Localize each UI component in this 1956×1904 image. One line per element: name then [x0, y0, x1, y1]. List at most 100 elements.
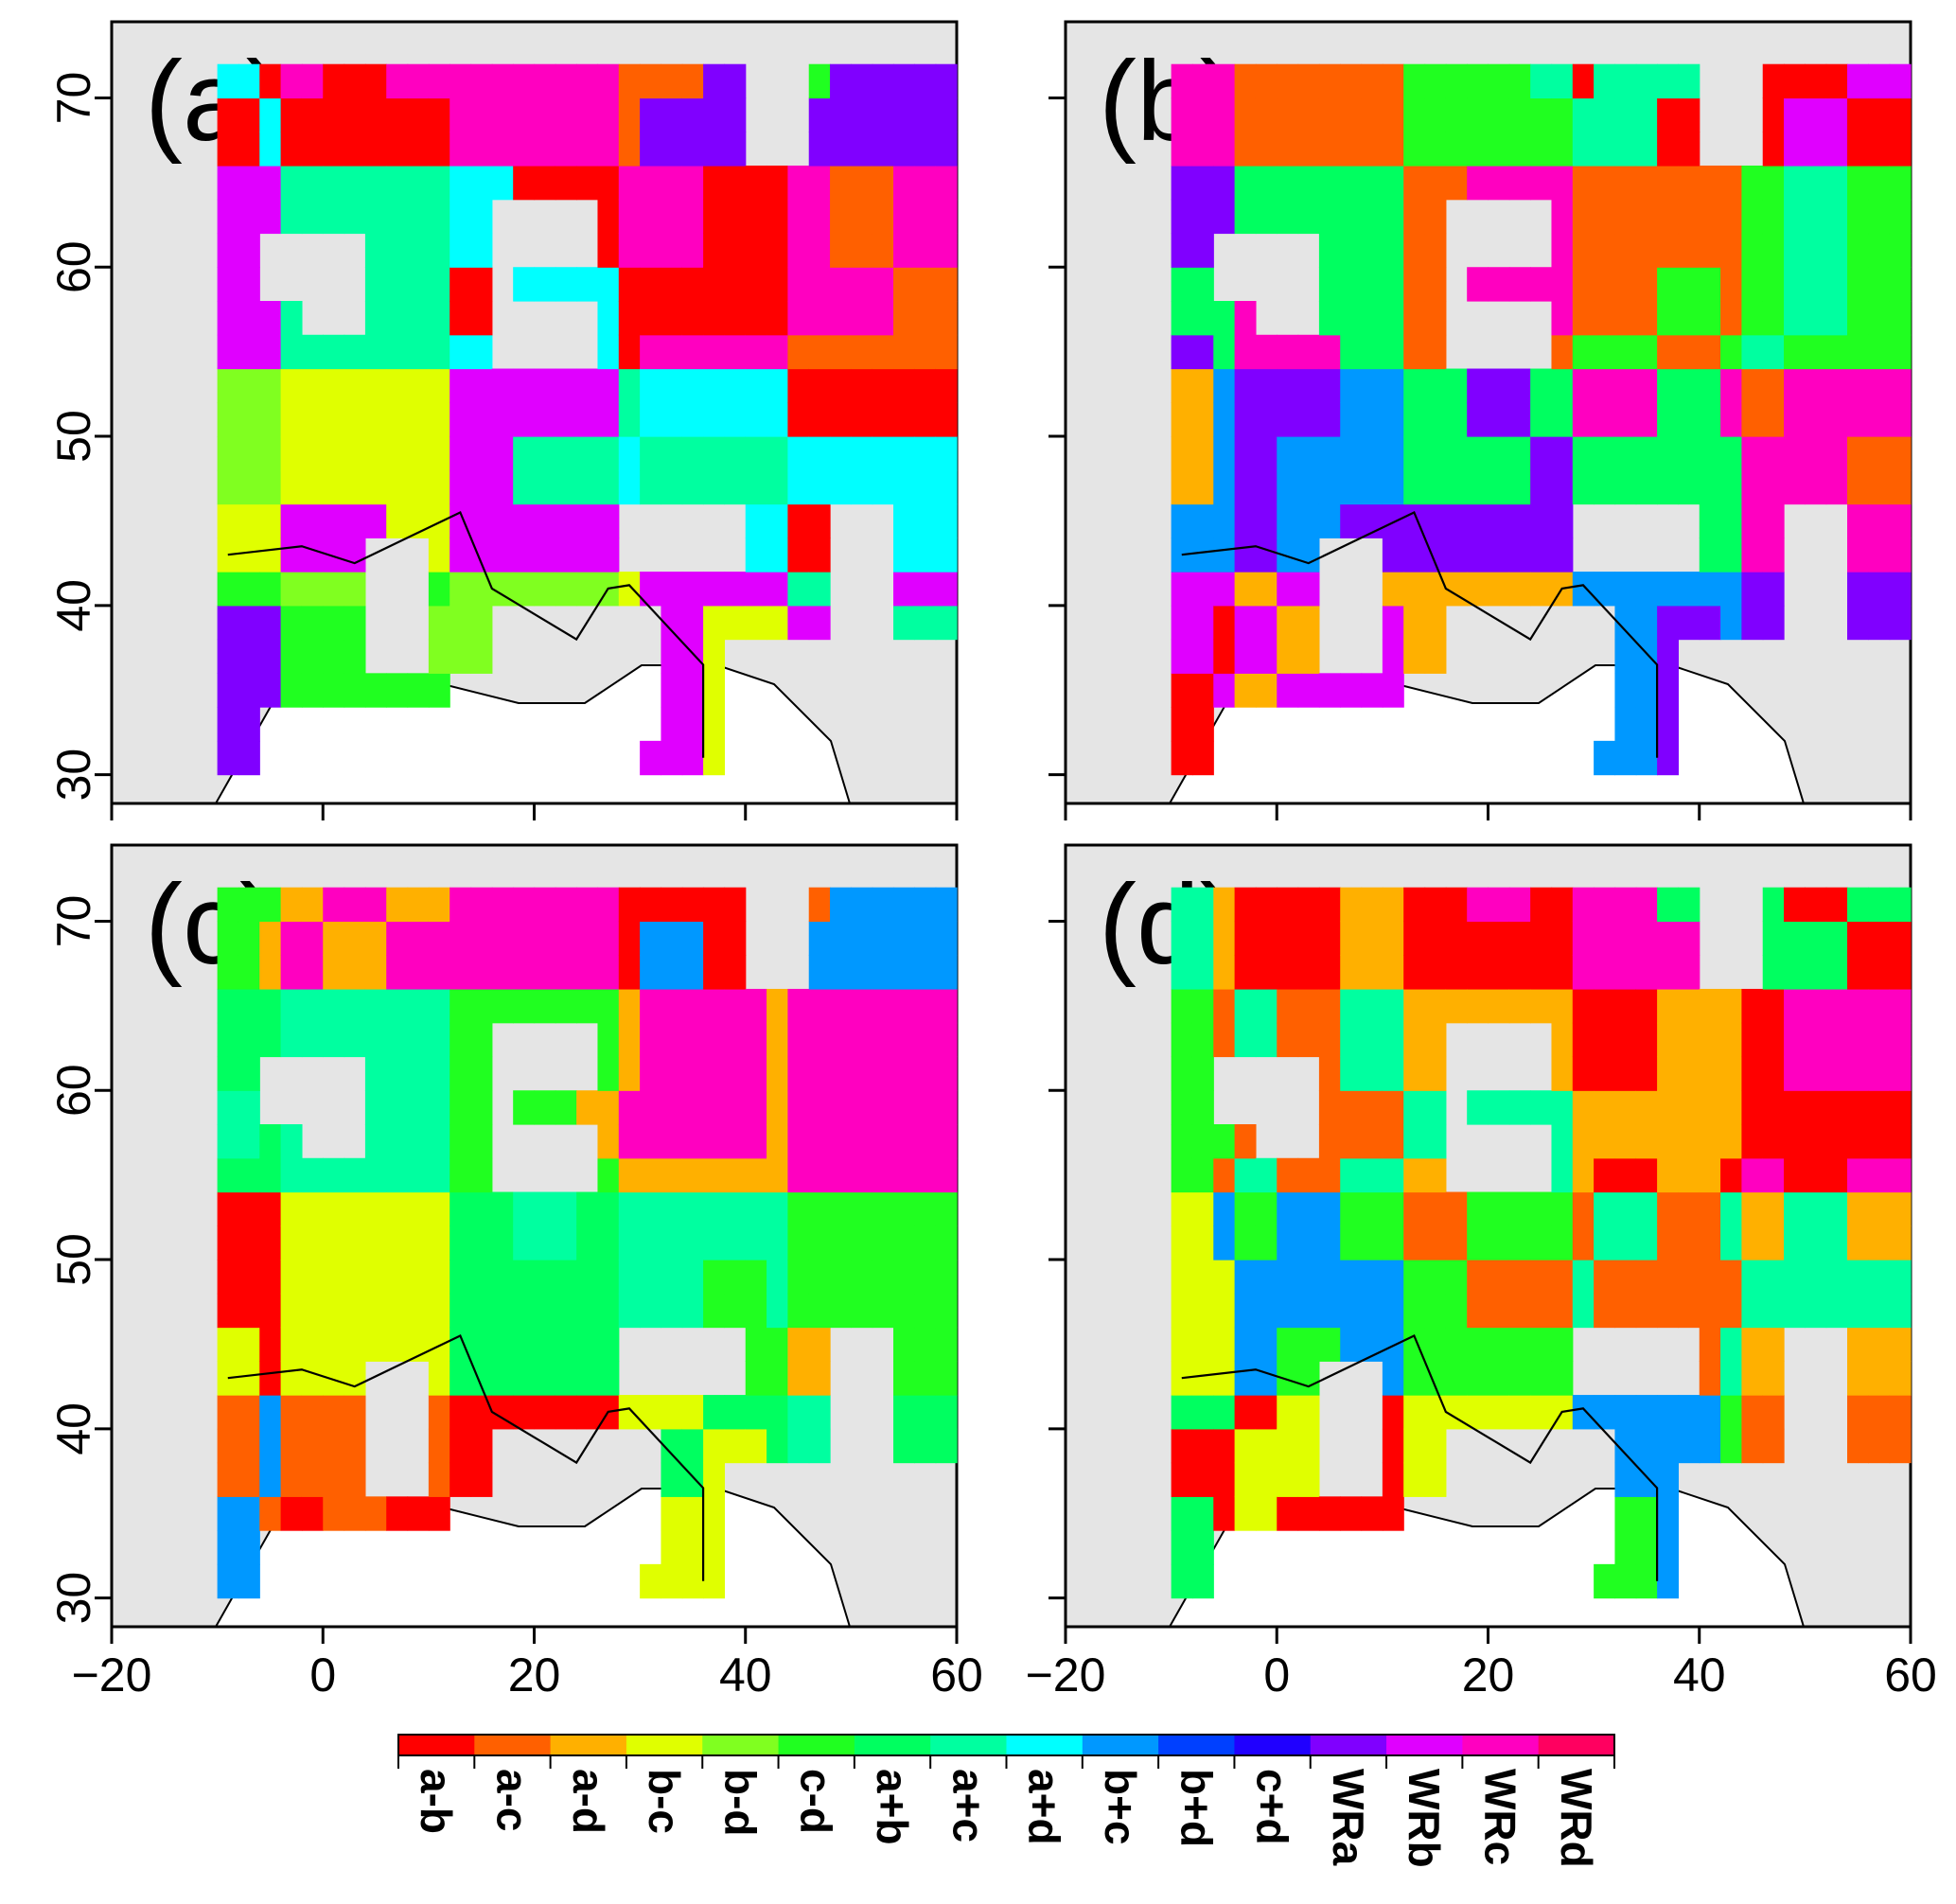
grid-cell	[1213, 1293, 1236, 1329]
grid-cell	[238, 639, 260, 674]
grid-cell	[364, 436, 387, 471]
grid-cell	[1594, 199, 1616, 235]
grid-cell	[1762, 605, 1785, 641]
grid-cell	[1614, 1462, 1637, 1497]
legend-swatch	[474, 1735, 552, 1755]
grid-cell	[513, 402, 536, 437]
grid-cell	[1488, 1395, 1510, 1430]
grid-cell	[597, 132, 620, 167]
grid-cell	[407, 1191, 430, 1226]
legend-label: WRd	[1552, 1769, 1601, 1868]
grid-cell	[1889, 503, 1912, 538]
coastline	[1181, 1333, 1659, 1581]
grid-cell	[1572, 436, 1595, 471]
grid-cell	[238, 469, 260, 505]
grid-cell	[893, 1327, 915, 1362]
grid-cell	[703, 63, 726, 99]
grid-cell	[1277, 572, 1299, 607]
grid-cell	[1741, 1225, 1764, 1261]
grid-cell	[872, 887, 894, 923]
grid-cell	[1297, 887, 1320, 923]
grid-cell	[1234, 921, 1257, 956]
grid-cell	[1508, 538, 1531, 573]
grid-cell	[1255, 165, 1278, 201]
grid-cell	[301, 1293, 324, 1329]
grid-cell	[491, 1260, 514, 1295]
grid-cell	[1762, 1124, 1785, 1159]
grid-cell	[1594, 740, 1616, 776]
grid-layer-c	[217, 887, 958, 1599]
grid-cell	[618, 887, 641, 923]
grid-cell	[238, 740, 260, 776]
grid-cell	[1191, 538, 1214, 573]
grid-cell	[1340, 1327, 1363, 1362]
grid-cell	[1361, 233, 1383, 268]
grid-cell	[491, 63, 514, 99]
grid-cell	[449, 572, 472, 607]
grid-cell	[1614, 469, 1637, 505]
grid-cell	[1340, 1022, 1363, 1058]
grid-cell	[1657, 334, 1680, 370]
grid-cell	[364, 673, 387, 708]
grid-cell	[555, 1225, 577, 1261]
grid-cell	[681, 334, 704, 370]
grid-cell	[1720, 267, 1742, 302]
grid-cell	[1530, 538, 1553, 573]
grid-cell	[1277, 97, 1299, 132]
grid-cell	[280, 368, 303, 403]
grid-cell	[280, 97, 303, 132]
grid-cell	[1445, 402, 1468, 437]
grid-cell	[1551, 921, 1574, 956]
grid-cell	[428, 1395, 450, 1430]
grid-cell	[217, 368, 239, 403]
grid-cell	[935, 165, 958, 201]
grid-cell	[1318, 673, 1341, 708]
grid-cell	[259, 1293, 282, 1329]
grid-cell	[703, 921, 726, 956]
grid-cell	[1805, 1191, 1827, 1226]
grid-cell	[808, 1260, 831, 1295]
grid-cell	[703, 97, 726, 132]
grid-cell	[238, 1530, 260, 1565]
grid-cell	[534, 503, 556, 538]
grid-cell	[681, 469, 704, 505]
grid-cell	[1784, 334, 1806, 370]
grid-cell	[449, 1090, 472, 1125]
grid-cell	[661, 301, 683, 336]
grid-cell	[661, 469, 683, 505]
legend-label: a+b	[868, 1769, 917, 1845]
grid-cell	[428, 572, 450, 607]
grid-cell	[1825, 233, 1848, 268]
grid-cell	[1191, 503, 1214, 538]
grid-cell	[830, 1225, 852, 1261]
grid-cell	[1340, 503, 1363, 538]
grid-cell	[491, 402, 514, 437]
x-tick-label: 20	[1462, 1648, 1515, 1701]
grid-cell	[1255, 639, 1278, 674]
grid-cell	[1678, 165, 1700, 201]
grid-cell	[935, 503, 958, 538]
grid-cell	[872, 1056, 894, 1091]
grid-cell	[724, 1293, 747, 1329]
grid-cell	[1191, 1462, 1214, 1497]
grid-cell	[1508, 132, 1531, 167]
grid-cell	[1171, 988, 1193, 1024]
grid-cell	[851, 199, 873, 235]
grid-cell	[893, 1157, 915, 1193]
grid-cell	[1889, 1260, 1912, 1295]
grid-cell	[1255, 988, 1278, 1024]
grid-cell	[1889, 1191, 1912, 1226]
grid-cell	[1171, 233, 1193, 268]
grid-cell	[1191, 1496, 1214, 1531]
grid-cell	[661, 1191, 683, 1226]
grid-cell	[259, 63, 282, 99]
grid-cell	[1488, 132, 1510, 167]
grid-cell	[1784, 1225, 1806, 1261]
grid-cell	[1424, 402, 1447, 437]
grid-cell	[1889, 165, 1912, 201]
grid-cell	[238, 1022, 260, 1058]
grid-cell	[576, 921, 599, 956]
grid-cell	[597, 233, 620, 268]
grid-cell	[323, 334, 345, 370]
grid-cell	[449, 1462, 472, 1497]
